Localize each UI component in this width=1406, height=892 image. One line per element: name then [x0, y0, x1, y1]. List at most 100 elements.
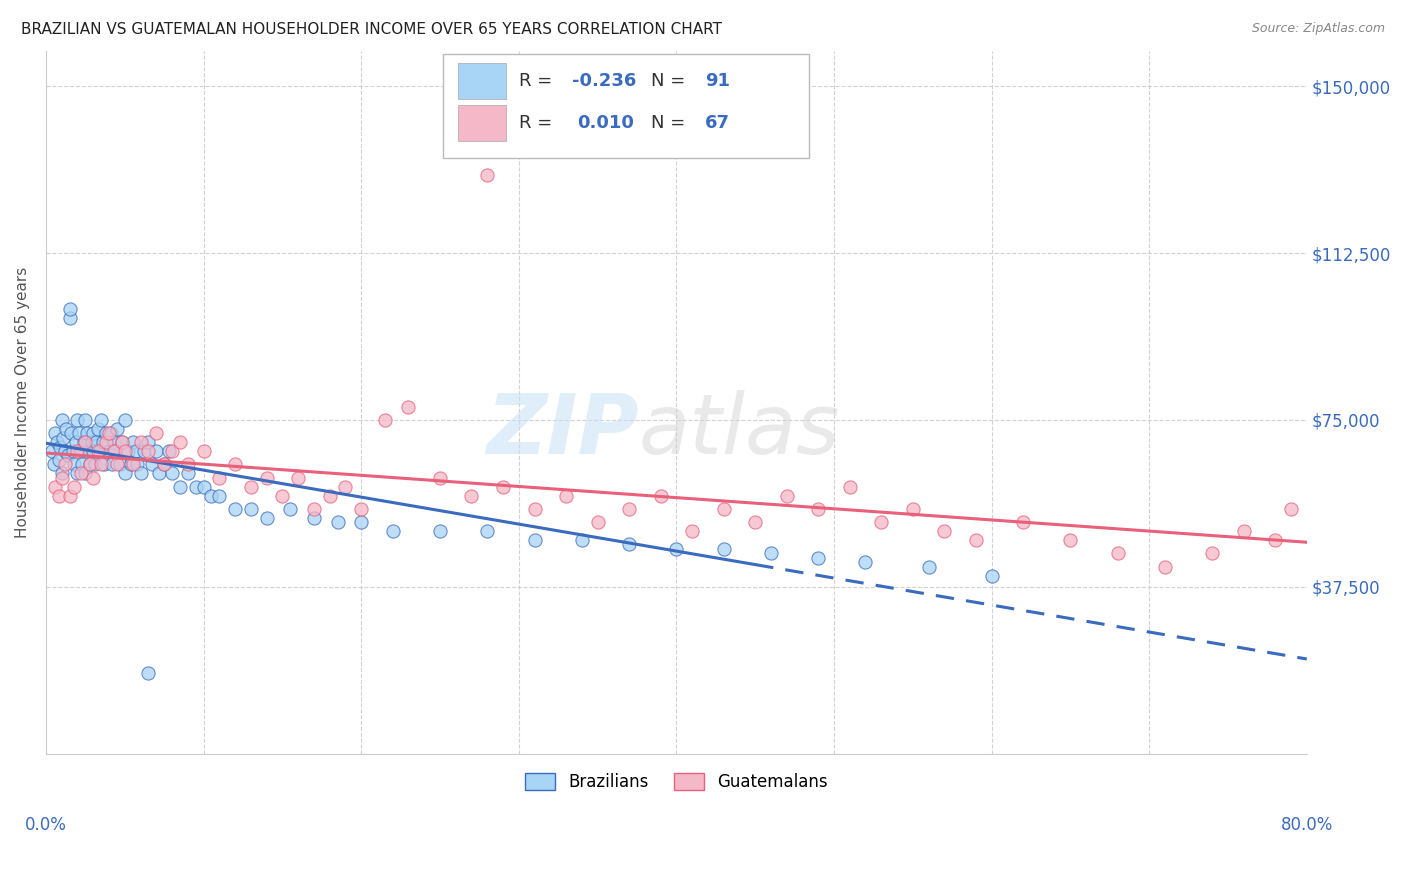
Point [104, 444, 127, 458]
Point [56, 449, 79, 463]
Point [86, 435, 108, 450]
Point [103, 444, 125, 458]
Point [127, 458, 149, 472]
Point [429, 524, 451, 538]
Point [89, 444, 111, 458]
Point [224, 458, 246, 472]
Point [82, 471, 104, 485]
Point [98, 444, 121, 458]
Point [105, 458, 128, 472]
Point [555, 489, 578, 503]
Text: BRAZILIAN VS GUATEMALAN HOUSEHOLDER INCOME OVER 65 YEARS CORRELATION CHART: BRAZILIAN VS GUATEMALAN HOUSEHOLDER INCO… [21, 22, 723, 37]
Point [302, 501, 325, 516]
Point [160, 467, 183, 481]
Point [103, 435, 125, 450]
Legend: Brazilians, Guatemalans: Brazilians, Guatemalans [519, 766, 834, 798]
Point [586, 515, 609, 529]
Point [350, 515, 373, 529]
Point [145, 426, 167, 441]
Point [807, 501, 830, 516]
Point [838, 480, 860, 494]
Point [335, 480, 357, 494]
FancyBboxPatch shape [443, 54, 808, 158]
Point [193, 480, 215, 494]
Point [105, 422, 128, 436]
Point [69, 444, 91, 458]
Point [87, 444, 110, 458]
Point [381, 524, 404, 538]
Point [1012, 515, 1035, 529]
Point [302, 510, 325, 524]
Point [855, 555, 877, 569]
Point [326, 515, 349, 529]
Point [82, 426, 104, 441]
Point [713, 541, 735, 556]
Point [1059, 533, 1081, 547]
Point [87, 422, 110, 436]
Point [76, 426, 98, 441]
Point [75, 435, 97, 450]
Point [70, 458, 93, 472]
Point [776, 489, 799, 503]
Point [79, 458, 101, 472]
Point [145, 444, 167, 458]
Point [239, 480, 262, 494]
Text: ZIP: ZIP [486, 390, 638, 471]
Point [153, 458, 176, 472]
Point [224, 501, 246, 516]
Point [934, 524, 956, 538]
Point [77, 444, 100, 458]
Point [51, 413, 73, 427]
Point [44, 480, 66, 494]
Point [100, 426, 122, 441]
Point [917, 559, 939, 574]
Point [53, 458, 76, 472]
Point [129, 467, 152, 481]
Point [62, 444, 84, 458]
Point [429, 471, 451, 485]
Text: R =: R = [519, 72, 558, 90]
Point [141, 458, 163, 472]
Point [1154, 559, 1177, 574]
Point [42, 458, 65, 472]
Point [94, 426, 117, 441]
FancyBboxPatch shape [458, 62, 506, 99]
Point [138, 444, 160, 458]
Point [398, 400, 420, 414]
Point [120, 458, 142, 472]
Point [94, 435, 117, 450]
Point [59, 489, 82, 503]
Point [111, 435, 134, 450]
Point [160, 444, 183, 458]
Point [90, 458, 112, 472]
Point [1201, 546, 1223, 560]
Point [66, 467, 89, 481]
Point [80, 435, 103, 450]
Point [492, 480, 515, 494]
Text: 67: 67 [706, 114, 730, 132]
Point [59, 310, 82, 325]
Point [571, 533, 593, 547]
Point [665, 541, 688, 556]
Point [713, 501, 735, 516]
Text: N =: N = [651, 114, 692, 132]
Point [83, 458, 105, 472]
Point [617, 501, 640, 516]
FancyBboxPatch shape [458, 104, 506, 141]
Point [374, 413, 396, 427]
Point [46, 435, 69, 450]
Text: atlas: atlas [638, 390, 841, 471]
Point [101, 458, 124, 472]
Point [121, 435, 143, 450]
Point [169, 435, 191, 450]
Point [271, 489, 294, 503]
Point [55, 422, 77, 436]
Point [65, 435, 87, 450]
Point [114, 467, 136, 481]
Text: Source: ZipAtlas.com: Source: ZipAtlas.com [1251, 22, 1385, 36]
Point [169, 480, 191, 494]
Point [114, 444, 136, 458]
Point [69, 467, 91, 481]
Point [901, 501, 924, 516]
Point [117, 444, 139, 458]
